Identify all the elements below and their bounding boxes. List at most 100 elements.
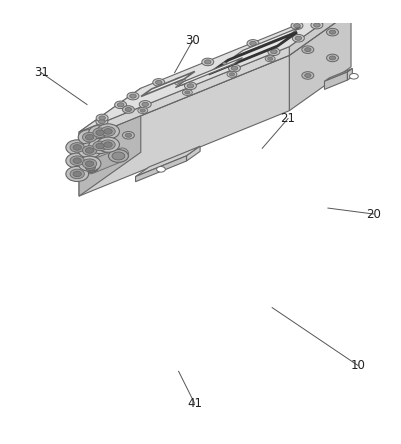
Ellipse shape [138,107,148,114]
Ellipse shape [250,41,256,45]
Polygon shape [175,58,243,87]
Ellipse shape [82,146,97,155]
Ellipse shape [99,119,105,124]
Ellipse shape [78,130,101,145]
Polygon shape [79,97,141,196]
Ellipse shape [96,114,108,122]
Ellipse shape [96,118,108,125]
Ellipse shape [326,54,338,62]
Ellipse shape [82,132,97,142]
Ellipse shape [130,94,136,98]
Ellipse shape [174,78,186,85]
Ellipse shape [125,107,132,111]
Ellipse shape [96,130,104,135]
Ellipse shape [267,57,273,60]
Ellipse shape [291,22,303,29]
Ellipse shape [85,135,94,140]
Ellipse shape [185,91,190,94]
Ellipse shape [85,161,94,166]
Ellipse shape [268,48,280,56]
Text: 10: 10 [350,359,365,372]
Ellipse shape [350,74,358,79]
Polygon shape [79,56,289,196]
Ellipse shape [305,73,311,77]
Polygon shape [209,32,297,74]
Polygon shape [234,27,300,57]
Ellipse shape [229,64,241,72]
Polygon shape [324,72,347,89]
Ellipse shape [184,82,196,90]
Ellipse shape [73,145,81,150]
Ellipse shape [294,24,300,28]
Ellipse shape [93,128,107,138]
Ellipse shape [115,101,127,109]
Ellipse shape [302,46,314,53]
Ellipse shape [101,127,115,136]
Ellipse shape [122,131,134,139]
Ellipse shape [302,71,314,79]
Polygon shape [347,68,352,80]
Ellipse shape [271,50,277,54]
Polygon shape [136,156,186,182]
Ellipse shape [101,140,115,150]
Ellipse shape [305,48,311,52]
Ellipse shape [85,164,95,170]
Ellipse shape [70,169,84,179]
Ellipse shape [104,142,112,147]
Ellipse shape [326,28,338,36]
Ellipse shape [109,150,128,163]
Ellipse shape [153,79,165,86]
Ellipse shape [247,40,259,47]
Ellipse shape [156,80,162,84]
Ellipse shape [88,159,95,163]
Ellipse shape [70,156,84,166]
Polygon shape [141,71,195,96]
Ellipse shape [326,14,332,18]
Ellipse shape [93,126,103,132]
Text: 30: 30 [185,34,200,48]
Ellipse shape [97,137,119,152]
Ellipse shape [85,132,97,139]
Ellipse shape [329,56,336,60]
Ellipse shape [78,143,101,158]
Ellipse shape [311,21,323,29]
Ellipse shape [66,140,89,155]
Polygon shape [324,68,352,81]
Text: 21: 21 [281,112,296,125]
Ellipse shape [330,9,336,14]
Text: 20: 20 [366,207,381,221]
Ellipse shape [125,133,132,137]
Ellipse shape [82,159,97,168]
Ellipse shape [99,116,105,120]
Ellipse shape [292,35,304,42]
Ellipse shape [223,62,227,65]
Ellipse shape [85,148,94,153]
Ellipse shape [93,141,107,151]
Ellipse shape [247,51,253,55]
Ellipse shape [229,73,235,76]
Ellipse shape [157,166,165,172]
Ellipse shape [83,162,98,173]
Ellipse shape [182,89,192,95]
Ellipse shape [117,103,124,107]
Ellipse shape [70,143,84,152]
Ellipse shape [95,127,101,130]
Polygon shape [79,3,351,132]
Ellipse shape [104,129,112,134]
Ellipse shape [231,66,238,70]
Ellipse shape [97,124,119,139]
Ellipse shape [66,153,89,168]
Ellipse shape [127,92,139,100]
Ellipse shape [177,79,183,84]
Ellipse shape [73,171,81,177]
Ellipse shape [139,101,151,108]
Ellipse shape [187,84,194,88]
Polygon shape [79,88,141,141]
Ellipse shape [89,139,111,154]
Ellipse shape [88,134,95,138]
Ellipse shape [329,30,336,34]
Polygon shape [289,12,351,111]
Ellipse shape [85,158,97,165]
Ellipse shape [205,60,211,64]
Ellipse shape [142,102,148,107]
